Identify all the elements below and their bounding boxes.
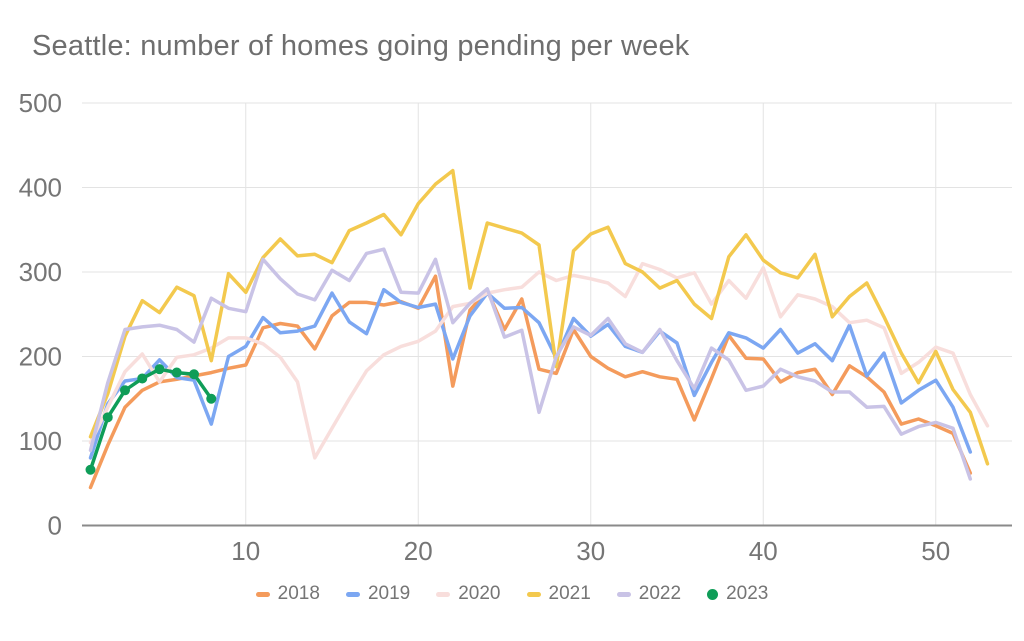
legend-swatch-2018 [255, 591, 270, 597]
legend-swatch-2021 [526, 591, 541, 597]
data-point-2023[interactable] [120, 385, 130, 396]
legend-item-2022: 2022 [616, 583, 682, 605]
series-line-2019[interactable] [88, 287, 973, 460]
data-point-2023[interactable] [154, 364, 165, 375]
legend-label: 2020 [458, 583, 501, 604]
y-tick-label: 400 [19, 173, 62, 203]
chart-legend: 2018 2019 2020 2021 2022 2023 [0, 583, 1024, 605]
legend-item-2021: 2021 [526, 583, 591, 605]
series-line-2021[interactable] [88, 168, 990, 466]
legend-label: 2018 [277, 583, 320, 604]
legend-swatch-2022 [616, 591, 631, 597]
x-tick-label: 20 [404, 536, 433, 566]
y-tick-label: 200 [19, 342, 62, 372]
line-chart-canvas[interactable]: 0 100 200 300 400 500 10 20 30 40 50 [0, 0, 1024, 575]
legend-swatch-2023 [707, 588, 719, 600]
x-tick-label: 50 [921, 536, 950, 566]
y-tick-label: 100 [19, 426, 62, 456]
axis-labels: 0 100 200 300 400 500 10 20 30 40 50 [19, 88, 951, 566]
gridlines [82, 102, 1012, 526]
data-point-2023[interactable] [206, 393, 217, 404]
data-point-2023[interactable] [85, 464, 96, 475]
legend-item-2019: 2019 [345, 583, 411, 605]
legend-swatch-2019 [345, 591, 360, 597]
data-point-2023[interactable] [137, 373, 148, 384]
data-point-2023[interactable] [102, 412, 113, 423]
y-tick-label: 500 [19, 88, 62, 118]
chart-title: Seattle: number of homes going pending p… [32, 30, 690, 62]
series-line-2022[interactable] [88, 247, 973, 481]
data-point-2023[interactable] [171, 367, 182, 378]
x-tick-label: 30 [576, 536, 605, 566]
y-tick-label: 0 [48, 511, 62, 541]
data-point-2023[interactable] [189, 369, 199, 380]
legend-item-2018: 2018 [255, 583, 320, 605]
legend-swatch-2020 [436, 591, 451, 597]
y-tick-label: 300 [19, 257, 62, 287]
x-tick-label: 10 [231, 536, 260, 566]
series-lines [85, 168, 990, 490]
x-tick-label: 40 [749, 536, 778, 566]
legend-label: 2022 [638, 583, 682, 604]
legend-item-2020: 2020 [436, 583, 501, 605]
legend-label: 2023 [726, 583, 769, 604]
legend-item-2023: 2023 [707, 583, 768, 605]
legend-label: 2019 [367, 583, 411, 604]
legend-label: 2021 [548, 583, 591, 604]
series-line-2018[interactable] [88, 274, 973, 490]
